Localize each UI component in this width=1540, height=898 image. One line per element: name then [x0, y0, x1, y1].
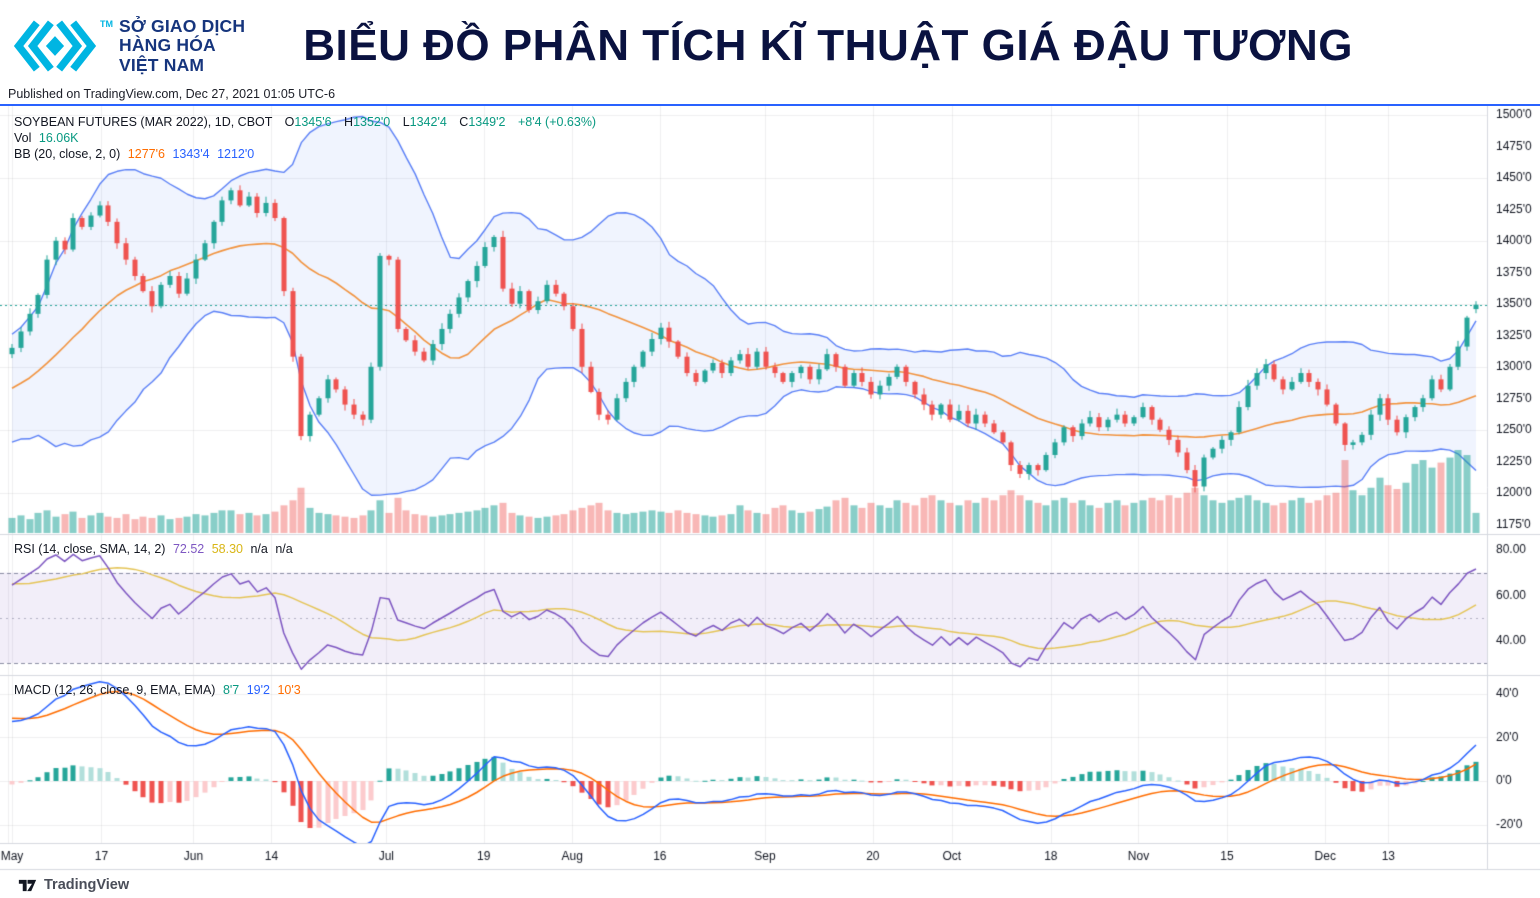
chart-frame: SOYBEAN FUTURES (MAR 2022), 1D, CBOT O13… — [0, 104, 1540, 871]
company-name-line3: VIỆT NAM — [119, 54, 205, 75]
trademark-symbol: TM — [100, 19, 113, 29]
mxv-logo-icon — [13, 20, 97, 72]
tradingview-logo-icon — [18, 879, 37, 891]
published-note: Published on TradingView.com, Dec 27, 20… — [8, 87, 336, 101]
logo-center-diamond — [45, 36, 65, 56]
footer: TradingView — [0, 871, 1540, 898]
mxv-logo: TM SỞ GIAO DỊCH HÀNG HÓA VIỆT NAM — [12, 15, 245, 77]
company-name: SỞ GIAO DỊCH HÀNG HÓA VIỆT NAM — [119, 15, 246, 76]
header: TM SỞ GIAO DỊCH HÀNG HÓA VIỆT NAM BIỂU Đ… — [0, 0, 1540, 86]
tradingview-brand[interactable]: TradingView — [44, 877, 130, 893]
price-chart-canvas[interactable] — [0, 106, 1540, 871]
page-title: BIỂU ĐỒ PHÂN TÍCH KĨ THUẬT GIÁ ĐẬU TƯƠNG — [303, 21, 1354, 70]
company-name-line2: HÀNG HÓA — [119, 35, 216, 56]
company-name-line1: SỞ GIAO DỊCH — [119, 15, 246, 36]
